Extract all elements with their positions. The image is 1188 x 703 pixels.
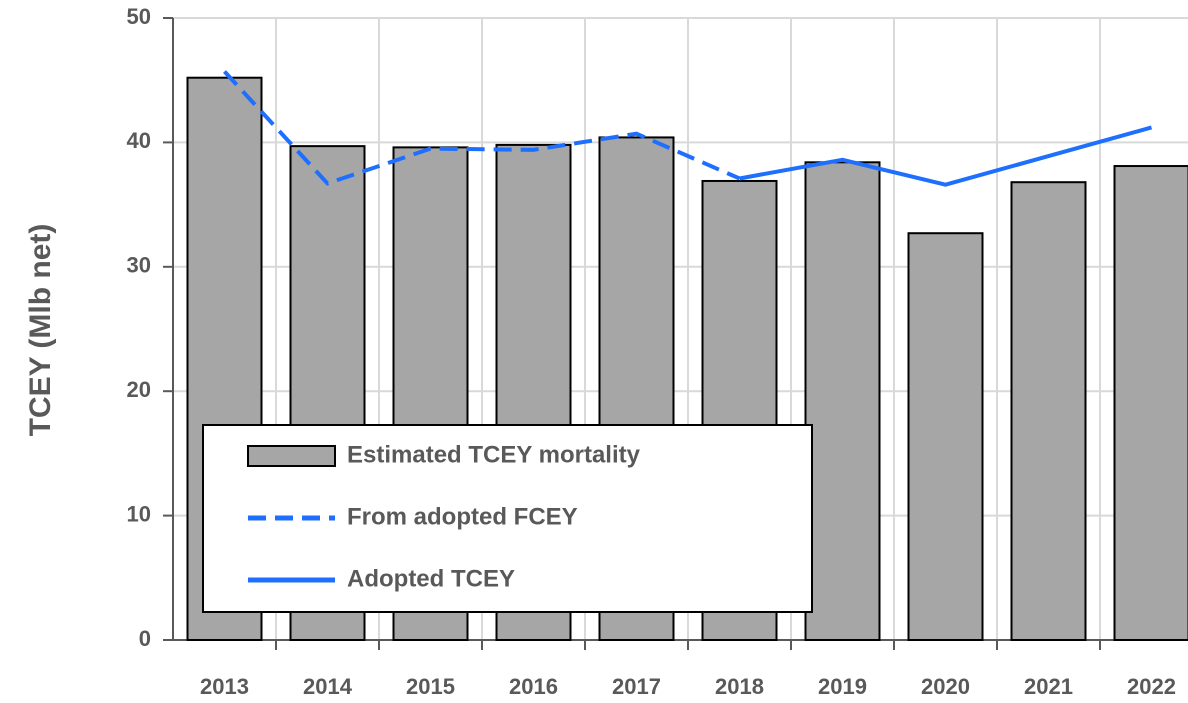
x-tick-label: 2016 [509, 674, 558, 699]
legend-swatch [247, 445, 336, 467]
x-tick-label: 2021 [1024, 674, 1073, 699]
x-tick-label: 2020 [921, 674, 970, 699]
line [223, 70, 741, 186]
x-tick-label: 2022 [1127, 674, 1176, 699]
legend-label: Estimated TCEY mortality [347, 441, 641, 468]
x-tick-label: 2014 [303, 674, 353, 699]
legend: Estimated TCEY mortality From adopted FCE… [202, 424, 813, 613]
y-tick-label: 0 [139, 626, 151, 651]
bar [1010, 181, 1087, 641]
y-tick-label: 30 [127, 253, 151, 278]
bar [804, 161, 881, 642]
x-tick-label: 2018 [715, 674, 764, 699]
x-tick-label: 2017 [612, 674, 661, 699]
x-tick-label: 2013 [200, 674, 249, 699]
legend-label: From adopted FCEY [347, 503, 578, 530]
y-tick-label: 20 [127, 377, 151, 402]
x-tick-label: 2019 [818, 674, 867, 699]
y-tick-label: 10 [127, 501, 151, 526]
y-tick-label: 50 [127, 4, 151, 29]
legend-label: Adopted TCEY [347, 565, 515, 592]
y-tick-label: 40 [127, 128, 151, 153]
y-axis-title: TCEY (Mlb net) [24, 224, 57, 437]
line [739, 125, 1153, 187]
x-tick-label: 2015 [406, 674, 455, 699]
bar [1113, 165, 1188, 641]
bar [907, 232, 984, 641]
